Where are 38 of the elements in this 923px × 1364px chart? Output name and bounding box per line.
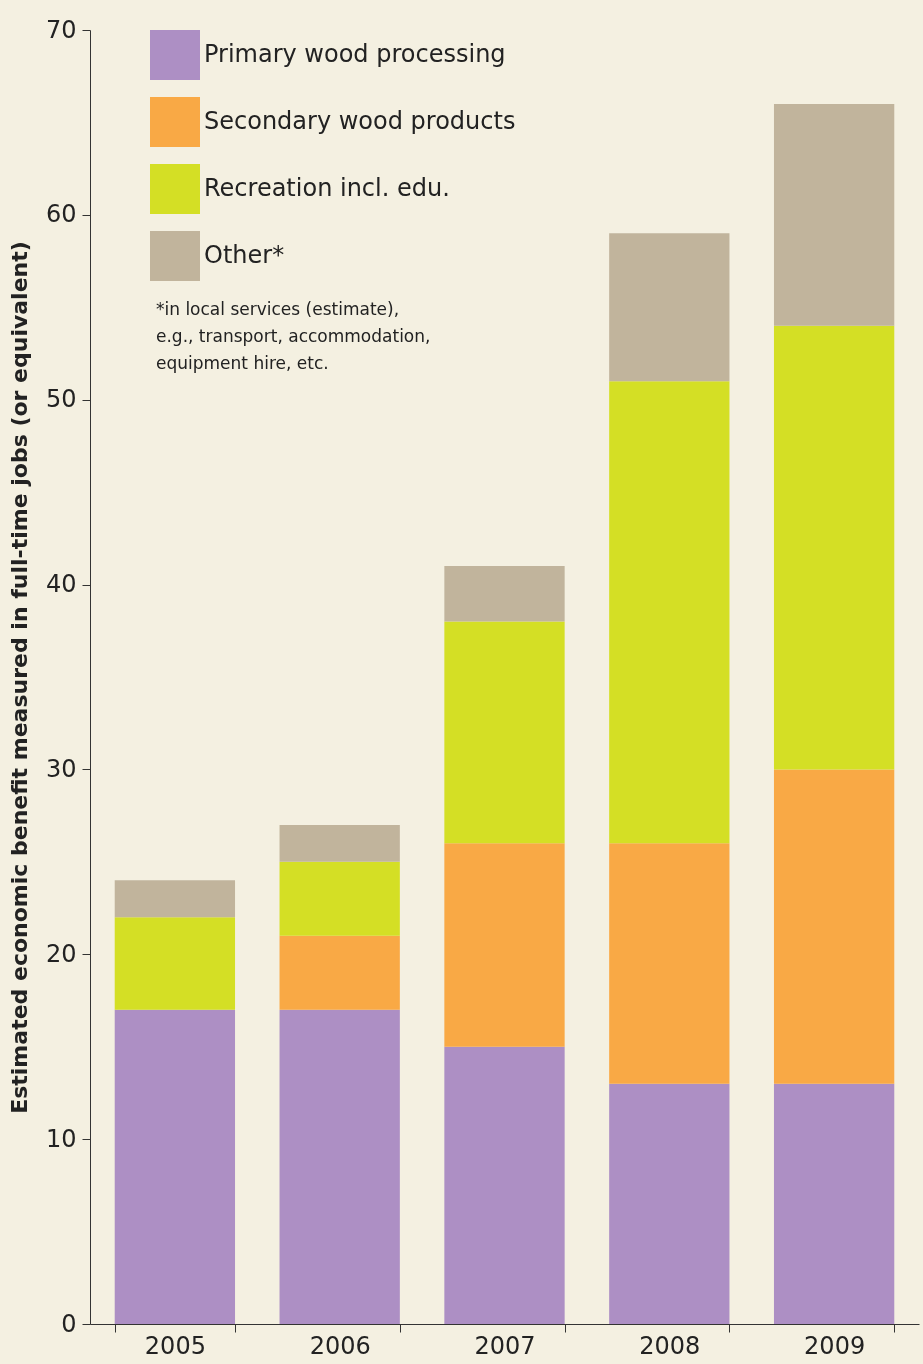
x-tick-label: 2006: [309, 1331, 371, 1360]
bar: [609, 381, 730, 844]
y-tick-label: 10: [45, 1124, 77, 1153]
x-tick-label: 2008: [639, 1331, 701, 1360]
y-tick-label: 20: [45, 939, 77, 968]
x-tick-label: 2007: [474, 1331, 536, 1360]
bar: [444, 1046, 565, 1324]
bar: [773, 1083, 895, 1324]
legend-label: Recreation incl. edu.: [204, 174, 450, 202]
y-tick-label: 50: [45, 385, 77, 414]
bar: [114, 1009, 236, 1324]
bar: [609, 233, 730, 382]
bar: [773, 325, 895, 770]
y-tick-label: 40: [45, 570, 77, 599]
legend-label: Secondary wood products: [204, 107, 516, 135]
annotation: *in local services (estimate), e.g., transport, accommodation, equipment hire, etc.: [156, 299, 431, 373]
legend-label: Primary wood processing: [204, 40, 506, 68]
x-tick-label: 2009: [804, 1331, 866, 1360]
y-tick-label: 30: [45, 754, 77, 783]
bar: [444, 566, 565, 622]
bar: [114, 917, 236, 1010]
bar: [114, 880, 236, 918]
bar: [279, 1009, 400, 1324]
bar: [773, 103, 895, 326]
y-tick-label: 60: [45, 200, 77, 229]
bar: [279, 935, 400, 1010]
bar: [773, 769, 895, 1084]
bar: [609, 843, 730, 1084]
bar: [279, 824, 400, 862]
bar: [609, 1083, 730, 1324]
y-tick-label: 0: [61, 1309, 77, 1338]
bar: [444, 621, 565, 844]
x-tick-label: 2005: [144, 1331, 206, 1360]
bar: [444, 843, 565, 1047]
y-axis-title: Estimated economic benefit measured in full-time jobs (or equivalent): [6, 241, 32, 1114]
legend-label: Other*: [204, 241, 285, 269]
y-tick-label: 70: [45, 15, 77, 44]
bar: [279, 861, 400, 936]
